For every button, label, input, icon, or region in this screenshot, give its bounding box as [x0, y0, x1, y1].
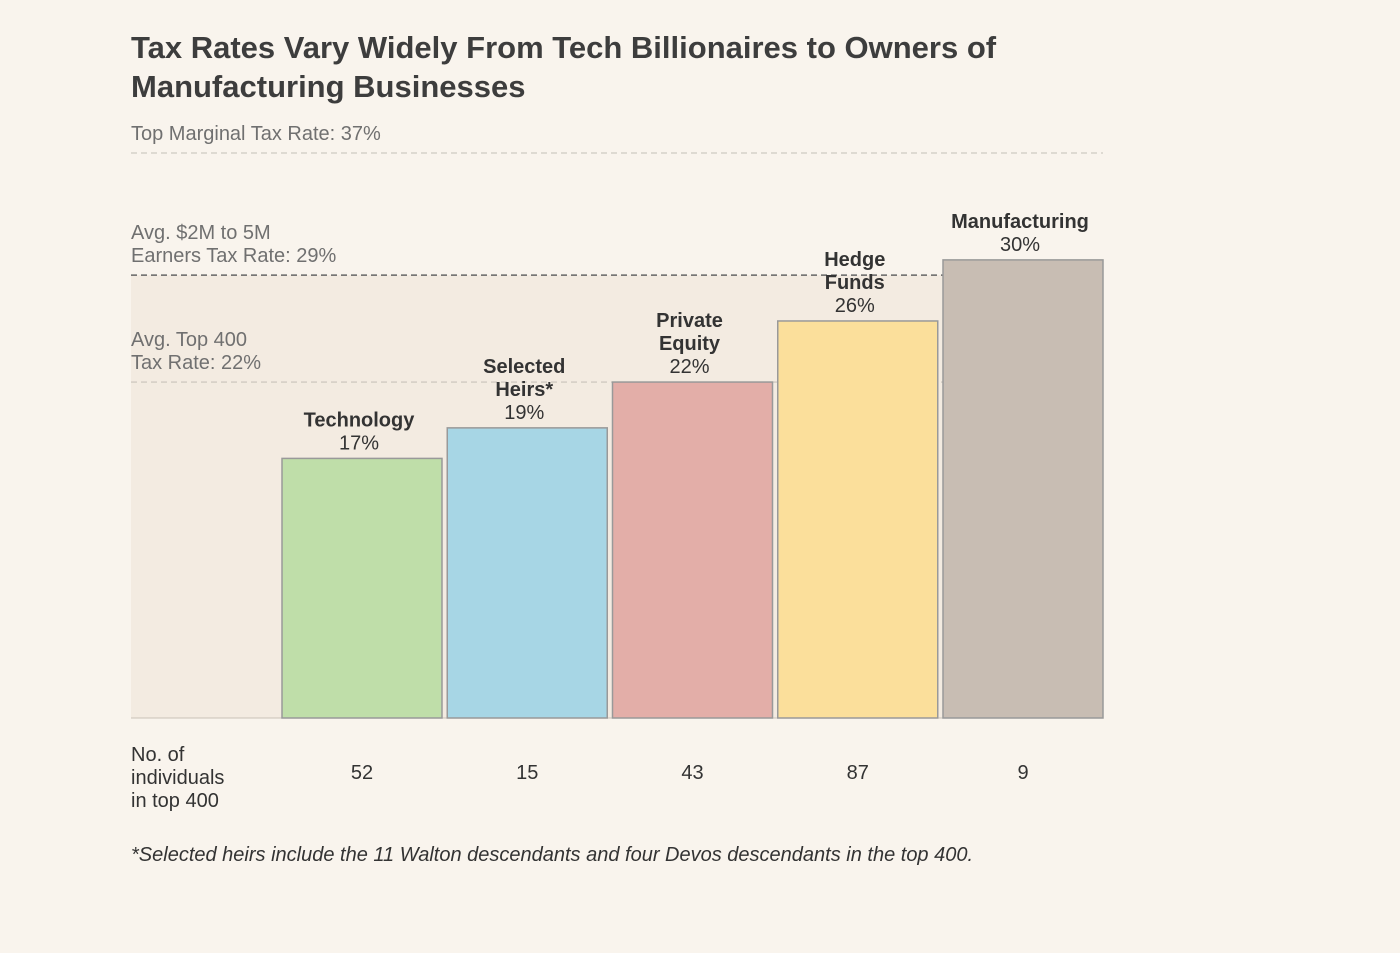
reference-label-1-1: Earners Tax Rate: 29% — [131, 245, 337, 267]
category-label-2-0: Private — [656, 310, 723, 332]
reference-label-0-0: Top Marginal Tax Rate: 37% — [131, 123, 381, 145]
bar-4 — [942, 259, 1104, 719]
bar-0 — [281, 457, 443, 719]
count-value-2: 43 — [681, 762, 703, 784]
count-header-1: individuals — [131, 767, 224, 789]
footnote: *Selected heirs include the 11 Walton de… — [131, 844, 974, 866]
bar-2 — [611, 381, 774, 719]
category-label-3-0: Hedge — [824, 249, 885, 271]
reference-label-1-0: Avg. $2M to 5M — [131, 222, 271, 244]
value-label-2: 22% — [669, 356, 709, 378]
bar-1 — [446, 427, 608, 719]
chart-title: Tax Rates Vary Widely From Tech Billiona… — [131, 30, 997, 104]
category-label-4-0: Manufacturing — [951, 211, 1089, 233]
value-label-1: 19% — [504, 402, 544, 424]
reference-label-2-0: Avg. Top 400 — [131, 329, 247, 351]
count-header-0: No. of — [131, 744, 185, 766]
count-value-1: 15 — [516, 762, 538, 784]
value-label-3: 26% — [835, 295, 875, 317]
value-label-0: 17% — [339, 432, 379, 454]
category-label-0-0: Technology — [304, 409, 416, 431]
category-label-3-1: Funds — [825, 272, 885, 294]
value-label-4: 30% — [1000, 234, 1040, 256]
count-value-4: 9 — [1017, 762, 1028, 784]
reference-label-2-1: Tax Rate: 22% — [131, 352, 261, 374]
category-label-2-1: Equity — [659, 333, 721, 355]
count-value-3: 87 — [847, 762, 869, 784]
count-value-0: 52 — [351, 762, 373, 784]
category-label-1-1: Heirs* — [495, 379, 553, 401]
bar-3 — [777, 320, 939, 719]
count-header-2: in top 400 — [131, 790, 219, 812]
category-label-1-0: Selected — [483, 356, 565, 378]
